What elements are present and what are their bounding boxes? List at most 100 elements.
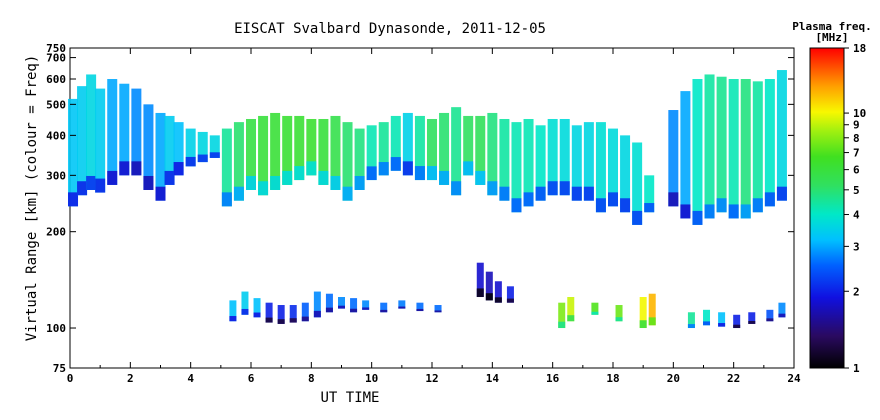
- echo-cluster-base-0-0: [68, 192, 79, 207]
- echo-cluster-1-27: [703, 309, 711, 326]
- x-axis-ticks: 0 2 4 6 8 10 12 14 16 18 20 22 24: [67, 48, 801, 385]
- colorbar-tick-label-0: 1: [853, 362, 860, 375]
- echo-cluster-base-0-11: [185, 156, 196, 167]
- echo-cluster-base-0-45: [595, 198, 606, 213]
- x-tick-label-7: 14: [486, 372, 500, 385]
- echo-cluster-base-0-24: [342, 186, 353, 201]
- echo-cluster-0-14: [221, 128, 232, 207]
- echo-cluster-0-45: [595, 122, 606, 213]
- echo-cluster-base-0-54: [716, 198, 727, 213]
- y-tick-label-5: 500: [46, 98, 66, 111]
- y-tick-label-3: 300: [46, 169, 66, 182]
- echo-cluster-0-13: [209, 135, 220, 158]
- echo-cluster-0-50: [668, 110, 679, 207]
- echo-cluster-0-4: [107, 79, 118, 185]
- chart-title: EISCAT Svalbard Dynasonde, 2011-12-05: [234, 21, 546, 37]
- echo-cluster-base-1-24: [639, 320, 647, 329]
- echo-cluster-base-1-9: [338, 305, 345, 309]
- echo-cluster-0-39: [523, 118, 534, 207]
- y-tick-label-7: 700: [46, 52, 66, 65]
- echo-cluster-0-18: [270, 112, 281, 190]
- echo-cluster-0-41: [547, 118, 558, 196]
- x-tick-label-11: 22: [727, 372, 740, 385]
- echo-cluster-1-30: [748, 312, 756, 324]
- y-tick-label-0: 75: [53, 362, 66, 375]
- echo-cluster-base-1-28: [718, 323, 726, 327]
- echo-cluster-1-19: [506, 286, 514, 303]
- echo-cluster-base-1-15: [434, 310, 442, 313]
- echo-cluster-base-0-57: [752, 198, 763, 213]
- echo-cluster-base-0-17: [258, 181, 269, 196]
- echo-cluster-0-54: [716, 76, 727, 213]
- echo-cluster-base-0-25: [354, 175, 365, 190]
- echo-cluster-base-0-3: [95, 178, 106, 193]
- echo-cluster-base-0-58: [764, 192, 775, 207]
- colorbar-tick-label-10: 18: [853, 42, 866, 55]
- echo-cluster-0-32: [439, 112, 450, 185]
- echo-cluster-base-1-2: [253, 312, 261, 318]
- x-tick-label-5: 10: [365, 372, 378, 385]
- colorbar-tick-label-4: 5: [853, 184, 860, 197]
- colorbar-tick-label-8: 9: [853, 119, 860, 132]
- echo-cluster-1-24: [639, 297, 647, 329]
- echo-cluster-0-20: [294, 115, 305, 181]
- echo-cluster-base-1-25: [648, 317, 656, 326]
- echo-cluster-0-23: [330, 115, 341, 190]
- echo-cluster-base-0-5: [119, 161, 130, 176]
- echo-cluster-base-0-7: [143, 175, 154, 190]
- echo-cluster-base-0-18: [270, 175, 281, 190]
- echo-cluster-0-38: [511, 122, 522, 213]
- echo-cluster-0-0: [68, 98, 79, 207]
- echo-cluster-base-1-30: [748, 321, 756, 324]
- y-axis-label: Virtual Range [km] (colour = Freq): [24, 55, 40, 342]
- echo-cluster-1-5: [289, 305, 297, 323]
- echo-cluster-base-1-6: [301, 316, 309, 322]
- echo-cluster-base-1-31: [766, 318, 774, 322]
- echo-cluster-0-48: [632, 142, 643, 225]
- echo-cluster-base-0-29: [402, 161, 413, 176]
- x-tick-label-4: 8: [308, 372, 315, 385]
- echo-cluster-0-26: [366, 125, 377, 181]
- echo-cluster-0-10: [173, 122, 184, 176]
- echo-cluster-1-32: [778, 302, 786, 318]
- echo-cluster-1-2: [253, 298, 261, 318]
- echo-cluster-base-0-16: [246, 175, 256, 190]
- echo-cluster-0-28: [390, 115, 401, 171]
- x-tick-label-6: 12: [425, 372, 438, 385]
- echo-cluster-base-1-10: [350, 308, 358, 313]
- echo-cluster-base-1-16: [476, 288, 484, 298]
- echo-cluster-0-34: [463, 115, 474, 176]
- x-tick-label-12: 24: [787, 372, 801, 385]
- echo-cluster-base-0-30: [414, 166, 425, 181]
- echo-cluster-1-7: [313, 291, 321, 318]
- echo-cluster-base-0-50: [668, 192, 679, 207]
- echo-cluster-0-42: [559, 118, 570, 196]
- echo-cluster-base-1-20: [558, 321, 566, 329]
- echo-cluster-1-29: [733, 314, 741, 329]
- colorbar-title-line1: Plasma freq.: [792, 20, 871, 33]
- echo-cluster-base-1-22: [591, 311, 599, 315]
- echo-cluster-base-0-26: [366, 166, 377, 181]
- echo-cluster-base-0-20: [294, 166, 305, 181]
- echo-cluster-1-11: [362, 300, 370, 310]
- echo-cluster-base-0-10: [173, 162, 184, 176]
- echo-cluster-base-0-48: [632, 210, 643, 225]
- echo-cluster-base-0-27: [378, 162, 389, 176]
- echo-cluster-base-0-9: [164, 170, 175, 185]
- echo-cluster-base-1-8: [325, 307, 333, 313]
- echo-cluster-0-6: [131, 88, 142, 176]
- echo-cluster-0-2: [86, 74, 97, 190]
- echo-cluster-base-1-23: [615, 317, 623, 322]
- echo-cluster-0-3: [95, 88, 106, 193]
- echo-cluster-0-59: [776, 70, 787, 201]
- colorbar-tick-label-1: 2: [853, 285, 860, 298]
- colorbar-tick-label-9: 10: [853, 107, 866, 120]
- echo-cluster-0-25: [354, 128, 365, 190]
- echo-cluster-0-36: [487, 112, 498, 196]
- echo-cluster-0-30: [414, 115, 425, 181]
- echo-cluster-base-1-18: [494, 297, 502, 303]
- echo-cluster-0-43: [571, 125, 582, 201]
- echo-cluster-1-18: [494, 281, 502, 303]
- echo-cluster-1-31: [766, 309, 774, 322]
